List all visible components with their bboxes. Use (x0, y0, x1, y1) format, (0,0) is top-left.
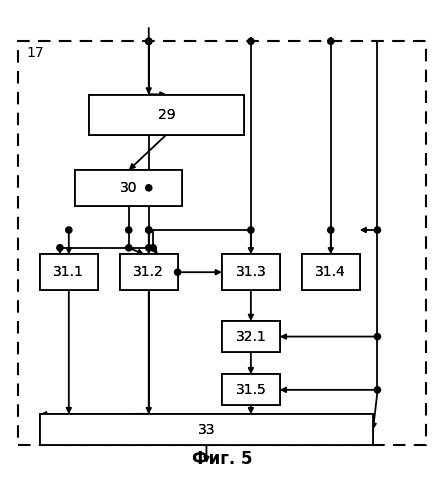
Circle shape (146, 244, 152, 251)
Circle shape (328, 227, 334, 233)
Bar (302, 254, 360, 290)
Bar (40, 414, 373, 446)
Circle shape (146, 38, 152, 44)
Text: 29: 29 (158, 108, 175, 122)
Bar (222, 374, 280, 406)
Text: Фиг. 5: Фиг. 5 (192, 450, 252, 468)
Text: 32.1: 32.1 (235, 330, 266, 344)
Bar (40, 254, 98, 290)
Text: 33: 33 (198, 423, 215, 437)
Circle shape (57, 244, 63, 251)
Text: 17: 17 (27, 46, 44, 60)
Circle shape (66, 227, 72, 233)
Bar (40, 254, 98, 290)
Circle shape (248, 227, 254, 233)
Text: 32.1: 32.1 (235, 330, 266, 344)
Circle shape (248, 38, 254, 44)
Text: 29: 29 (158, 108, 175, 122)
Circle shape (146, 184, 152, 191)
Circle shape (150, 244, 156, 251)
Text: 31.5: 31.5 (235, 383, 266, 397)
Circle shape (126, 227, 132, 233)
Text: 31.3: 31.3 (235, 265, 266, 279)
Bar (222, 374, 280, 406)
Circle shape (146, 227, 152, 233)
Bar (302, 254, 360, 290)
Bar (222, 254, 280, 290)
Text: 31.5: 31.5 (235, 383, 266, 397)
Bar (120, 254, 178, 290)
Bar (222, 254, 280, 290)
Circle shape (374, 387, 381, 393)
Circle shape (328, 38, 334, 44)
Circle shape (146, 227, 152, 233)
Bar (75, 170, 182, 205)
Text: 31.4: 31.4 (315, 265, 346, 279)
Text: 31.1: 31.1 (53, 265, 84, 279)
Text: 33: 33 (198, 423, 215, 437)
Text: 30: 30 (120, 181, 138, 195)
Bar (40, 414, 373, 446)
Text: 31.2: 31.2 (133, 265, 164, 279)
Circle shape (374, 227, 381, 233)
Bar (222, 321, 280, 352)
Bar (75, 170, 182, 205)
Bar (89, 94, 244, 134)
Text: 31.3: 31.3 (235, 265, 266, 279)
Circle shape (374, 334, 381, 340)
Bar (120, 254, 178, 290)
Text: 31.1: 31.1 (53, 265, 84, 279)
Bar (89, 94, 244, 134)
Text: 31.4: 31.4 (315, 265, 346, 279)
Text: 30: 30 (120, 181, 138, 195)
Bar (222, 321, 280, 352)
Circle shape (146, 38, 152, 44)
Text: 31.2: 31.2 (133, 265, 164, 279)
Circle shape (174, 269, 181, 276)
Circle shape (126, 244, 132, 251)
